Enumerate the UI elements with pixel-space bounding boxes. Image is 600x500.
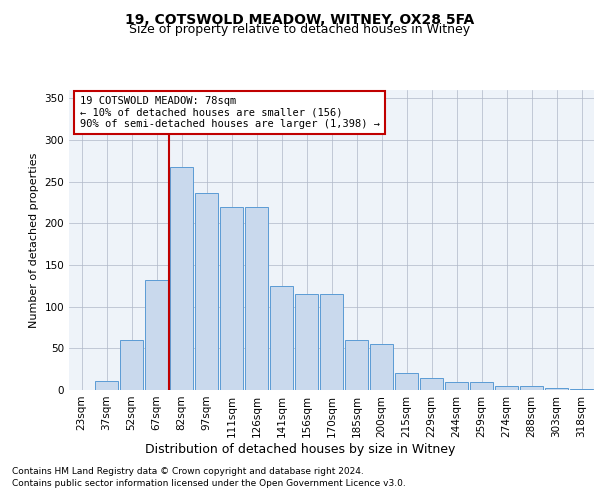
Bar: [245, 206, 268, 390]
Bar: [269, 286, 293, 390]
Bar: [545, 388, 568, 390]
Bar: [119, 340, 143, 390]
Bar: [445, 382, 469, 390]
Y-axis label: Number of detached properties: Number of detached properties: [29, 152, 39, 328]
Text: Contains public sector information licensed under the Open Government Licence v3: Contains public sector information licen…: [12, 479, 406, 488]
Bar: [220, 206, 244, 390]
Bar: [194, 192, 218, 390]
Bar: [370, 344, 394, 390]
Bar: [494, 386, 518, 390]
Bar: [569, 389, 593, 390]
Bar: [419, 378, 443, 390]
Bar: [470, 382, 493, 390]
Bar: [395, 374, 418, 390]
Text: Contains HM Land Registry data © Crown copyright and database right 2024.: Contains HM Land Registry data © Crown c…: [12, 468, 364, 476]
Bar: [520, 386, 544, 390]
Bar: [320, 294, 343, 390]
Bar: [170, 166, 193, 390]
Text: 19, COTSWOLD MEADOW, WITNEY, OX28 5FA: 19, COTSWOLD MEADOW, WITNEY, OX28 5FA: [125, 12, 475, 26]
Bar: [95, 381, 118, 390]
Text: Size of property relative to detached houses in Witney: Size of property relative to detached ho…: [130, 22, 470, 36]
Bar: [145, 280, 169, 390]
Text: 19 COTSWOLD MEADOW: 78sqm
← 10% of detached houses are smaller (156)
90% of semi: 19 COTSWOLD MEADOW: 78sqm ← 10% of detac…: [79, 96, 380, 129]
Bar: [344, 340, 368, 390]
Bar: [295, 294, 319, 390]
Text: Distribution of detached houses by size in Witney: Distribution of detached houses by size …: [145, 442, 455, 456]
